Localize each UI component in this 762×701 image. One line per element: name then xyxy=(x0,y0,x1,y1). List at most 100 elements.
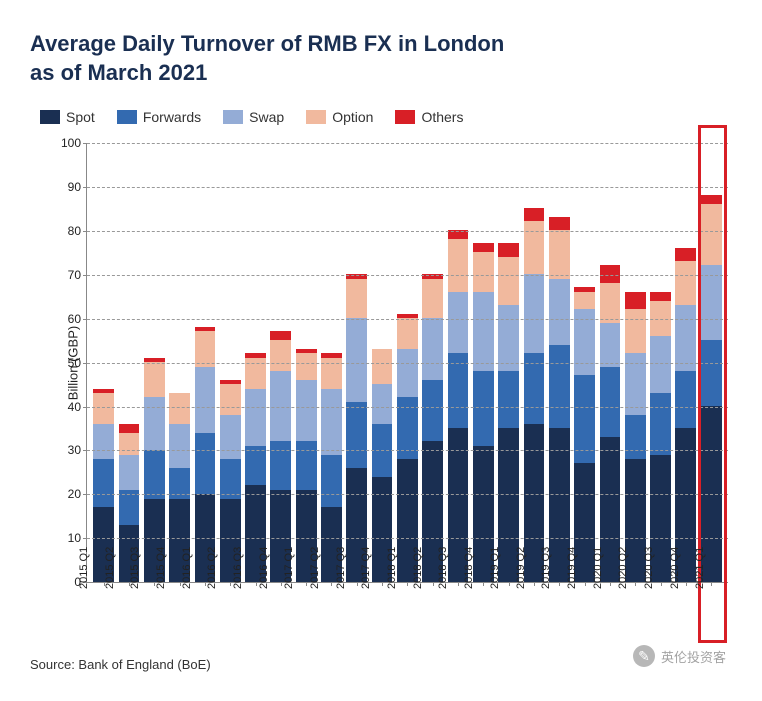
gridline xyxy=(87,143,728,144)
bar-stack xyxy=(346,274,367,582)
bar-segment xyxy=(397,349,418,397)
x-tick-label: 2017 Q3 xyxy=(343,583,369,641)
x-tick-label: 2021 Q1 xyxy=(703,583,729,641)
bar-segment xyxy=(422,318,443,380)
bar-segment xyxy=(625,415,646,459)
y-tick-mark xyxy=(83,494,87,495)
bar-segment xyxy=(270,441,291,489)
bar-segment xyxy=(498,305,519,371)
x-tick-label: 2016 Q1 xyxy=(189,583,215,641)
bar-segment xyxy=(524,221,545,274)
watermark-icon: ✎ xyxy=(633,645,655,667)
x-tick-label: 2020 Q4 xyxy=(677,583,703,641)
legend: Spot Forwards Swap Option Others xyxy=(40,109,742,125)
bar-segment xyxy=(701,265,722,340)
x-tick-label: 2018 Q3 xyxy=(446,583,472,641)
x-tick-label: 2020 Q3 xyxy=(651,583,677,641)
x-tick-label: 2020 Q1 xyxy=(600,583,626,641)
legend-swatch xyxy=(40,110,60,124)
y-tick-mark xyxy=(83,450,87,451)
bar-segment xyxy=(701,340,722,406)
gridline xyxy=(87,363,728,364)
y-tick-mark xyxy=(83,187,87,188)
x-tick-label: 2019 Q1 xyxy=(497,583,523,641)
bar-segment xyxy=(93,393,114,424)
legend-item: Swap xyxy=(223,109,284,125)
plot: 0102030405060708090100 xyxy=(86,143,728,583)
x-tick-label: 2017 Q2 xyxy=(317,583,343,641)
bar-stack xyxy=(549,217,570,582)
bar-stack xyxy=(498,243,519,582)
y-tick-mark xyxy=(83,538,87,539)
x-tick-label: 2017 Q1 xyxy=(292,583,318,641)
bar-segment xyxy=(397,318,418,349)
chart-area: Billion (GBP) 0102030405060708090100 xyxy=(78,143,728,583)
bar-segment xyxy=(600,283,621,323)
legend-item: Spot xyxy=(40,109,95,125)
bar-segment xyxy=(498,243,519,256)
bar-segment xyxy=(93,459,114,507)
bar-segment xyxy=(321,389,342,455)
bar-segment xyxy=(650,393,671,455)
bar-segment xyxy=(473,292,494,371)
gridline xyxy=(87,231,728,232)
gridline xyxy=(87,187,728,188)
bar-stack xyxy=(195,327,216,582)
bar-segment xyxy=(144,450,165,498)
x-tick-label: 2019 Q2 xyxy=(523,583,549,641)
legend-swatch xyxy=(117,110,137,124)
bar-segment xyxy=(625,309,646,353)
bar-segment xyxy=(422,279,443,319)
bar-segment xyxy=(549,345,570,429)
watermark-text: 英伦投资客 xyxy=(661,647,726,666)
bar-segment xyxy=(296,441,317,489)
x-tick-label: 2015 Q4 xyxy=(163,583,189,641)
y-tick-label: 20 xyxy=(55,487,81,501)
bar-stack xyxy=(701,195,722,582)
gridline xyxy=(87,494,728,495)
legend-label: Option xyxy=(332,109,373,125)
bar-segment xyxy=(119,424,140,433)
legend-swatch xyxy=(223,110,243,124)
y-tick-mark xyxy=(83,407,87,408)
bar-segment xyxy=(650,336,671,393)
y-tick-label: 90 xyxy=(55,180,81,194)
bar-segment xyxy=(675,305,696,371)
x-tick-label: 2018 Q1 xyxy=(394,583,420,641)
chart-title: Average Daily Turnover of RMB FX in Lond… xyxy=(30,30,742,87)
x-axis-ticks: 2015 Q12015 Q22015 Q32015 Q42016 Q12016 … xyxy=(86,583,728,641)
gridline xyxy=(87,319,728,320)
bar-segment xyxy=(372,349,393,384)
gridline xyxy=(87,450,728,451)
bar-segment xyxy=(549,217,570,230)
bar-stack xyxy=(473,243,494,582)
bar-segment xyxy=(600,323,621,367)
bar-segment xyxy=(144,397,165,450)
bar-segment xyxy=(549,279,570,345)
y-tick-mark xyxy=(83,143,87,144)
legend-label: Forwards xyxy=(143,109,201,125)
legend-label: Others xyxy=(421,109,463,125)
x-tick-label: 2019 Q3 xyxy=(548,583,574,641)
bar-stack xyxy=(270,331,291,582)
legend-swatch xyxy=(395,110,415,124)
bar-segment xyxy=(650,292,671,301)
bar-segment xyxy=(448,239,469,292)
bar-segment xyxy=(346,318,367,402)
bar-segment xyxy=(220,415,241,459)
x-tick-label: 2016 Q3 xyxy=(240,583,266,641)
x-tick-label: 2015 Q3 xyxy=(137,583,163,641)
bar-segment xyxy=(473,243,494,252)
x-tick-label: 2018 Q4 xyxy=(471,583,497,641)
x-tick-label: 2019 Q4 xyxy=(574,583,600,641)
bar-segment xyxy=(245,389,266,446)
x-tick-label: 2015 Q1 xyxy=(86,583,112,641)
bar-segment xyxy=(498,371,519,428)
gridline xyxy=(87,538,728,539)
y-tick-label: 10 xyxy=(55,531,81,545)
bar-segment xyxy=(220,384,241,415)
y-tick-mark xyxy=(83,319,87,320)
bar-segment xyxy=(524,274,545,353)
bar-segment xyxy=(422,380,443,442)
bar-segment xyxy=(600,367,621,437)
